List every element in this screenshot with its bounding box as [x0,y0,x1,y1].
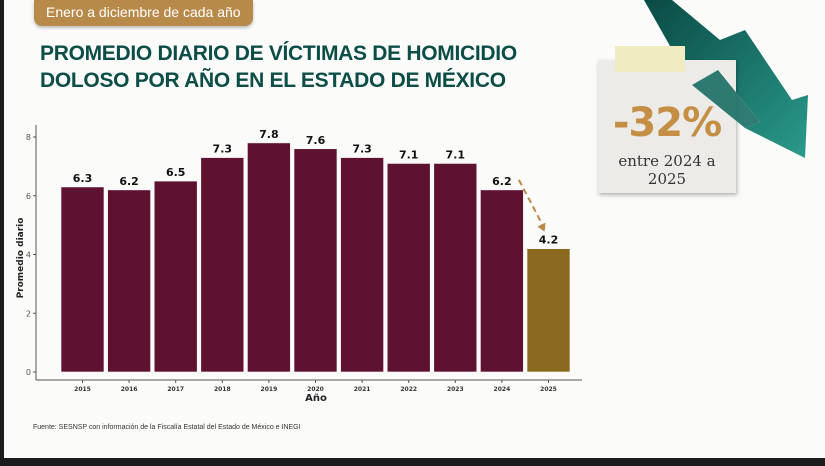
x-tick-label-2020: 2020 [307,386,324,393]
x-tick-label-2024: 2024 [494,386,511,393]
x-tick-label-2016: 2016 [121,386,138,393]
y-axis-label: Promedio diario [16,218,26,299]
x-tick-label-2017: 2017 [167,386,184,393]
bar-2016 [107,189,151,373]
data-label-2020: 7.6 [306,134,326,147]
x-tick-label-2015: 2015 [74,386,91,393]
data-label-2016: 6.2 [119,175,139,188]
y-tick-label: 2 [26,309,31,318]
title-line-2: DOLOSO POR AÑO EN EL ESTADO DE MÉXICO [40,69,506,92]
x-tick-label-2022: 2022 [400,386,417,393]
bar-2022 [386,163,431,373]
title-line-1: PROMEDIO DIARIO DE VÍCTIMAS DE HOMICIDIO [40,42,517,65]
percent-caption: entre 2024 a 2025 [618,152,716,188]
percent-change: -32% [612,100,722,146]
y-tick-label: 8 [26,133,31,142]
source-note: Fuente: SESNSP con información de la Fis… [33,424,301,431]
x-tick-label-2019: 2019 [261,386,278,393]
x-tick-label-2018: 2018 [214,386,231,393]
bar-2025 [526,248,571,373]
data-label-2021: 7.3 [352,143,372,156]
data-label-2019: 7.8 [259,128,279,141]
change-arrowhead-icon [537,222,546,232]
data-label-2018: 7.3 [213,143,233,156]
data-label-2025: 4.2 [539,234,559,247]
data-label-2023: 7.1 [446,148,466,161]
x-tick-label-2025: 2025 [540,386,557,393]
bar-2015 [60,186,105,373]
bar-2024 [480,189,524,373]
data-label-2024: 6.2 [492,175,512,188]
data-label-2022: 7.1 [399,148,419,161]
bar-2023 [433,163,478,373]
bar-2021 [340,157,384,373]
tape-decoration [615,46,685,72]
bar-2019 [247,142,291,373]
change-arrow [518,179,546,230]
data-label-2015: 6.3 [73,172,93,185]
bar-2017 [153,180,198,373]
data-label-2017: 6.5 [166,166,186,179]
bar-2018 [200,157,245,373]
y-tick-label: 4 [26,251,31,260]
x-tick-label-2021: 2021 [354,386,371,393]
bar-2020 [293,148,338,373]
chart-title: PROMEDIO DIARIO DE VÍCTIMAS DE HOMICIDIO… [40,40,517,94]
x-axis-label: Año [305,393,327,404]
y-tick-label: 0 [26,368,31,377]
y-tick-label: 6 [26,192,31,201]
x-tick-label-2023: 2023 [447,386,464,393]
period-badge: Enero a diciembre de cada año [34,0,253,26]
